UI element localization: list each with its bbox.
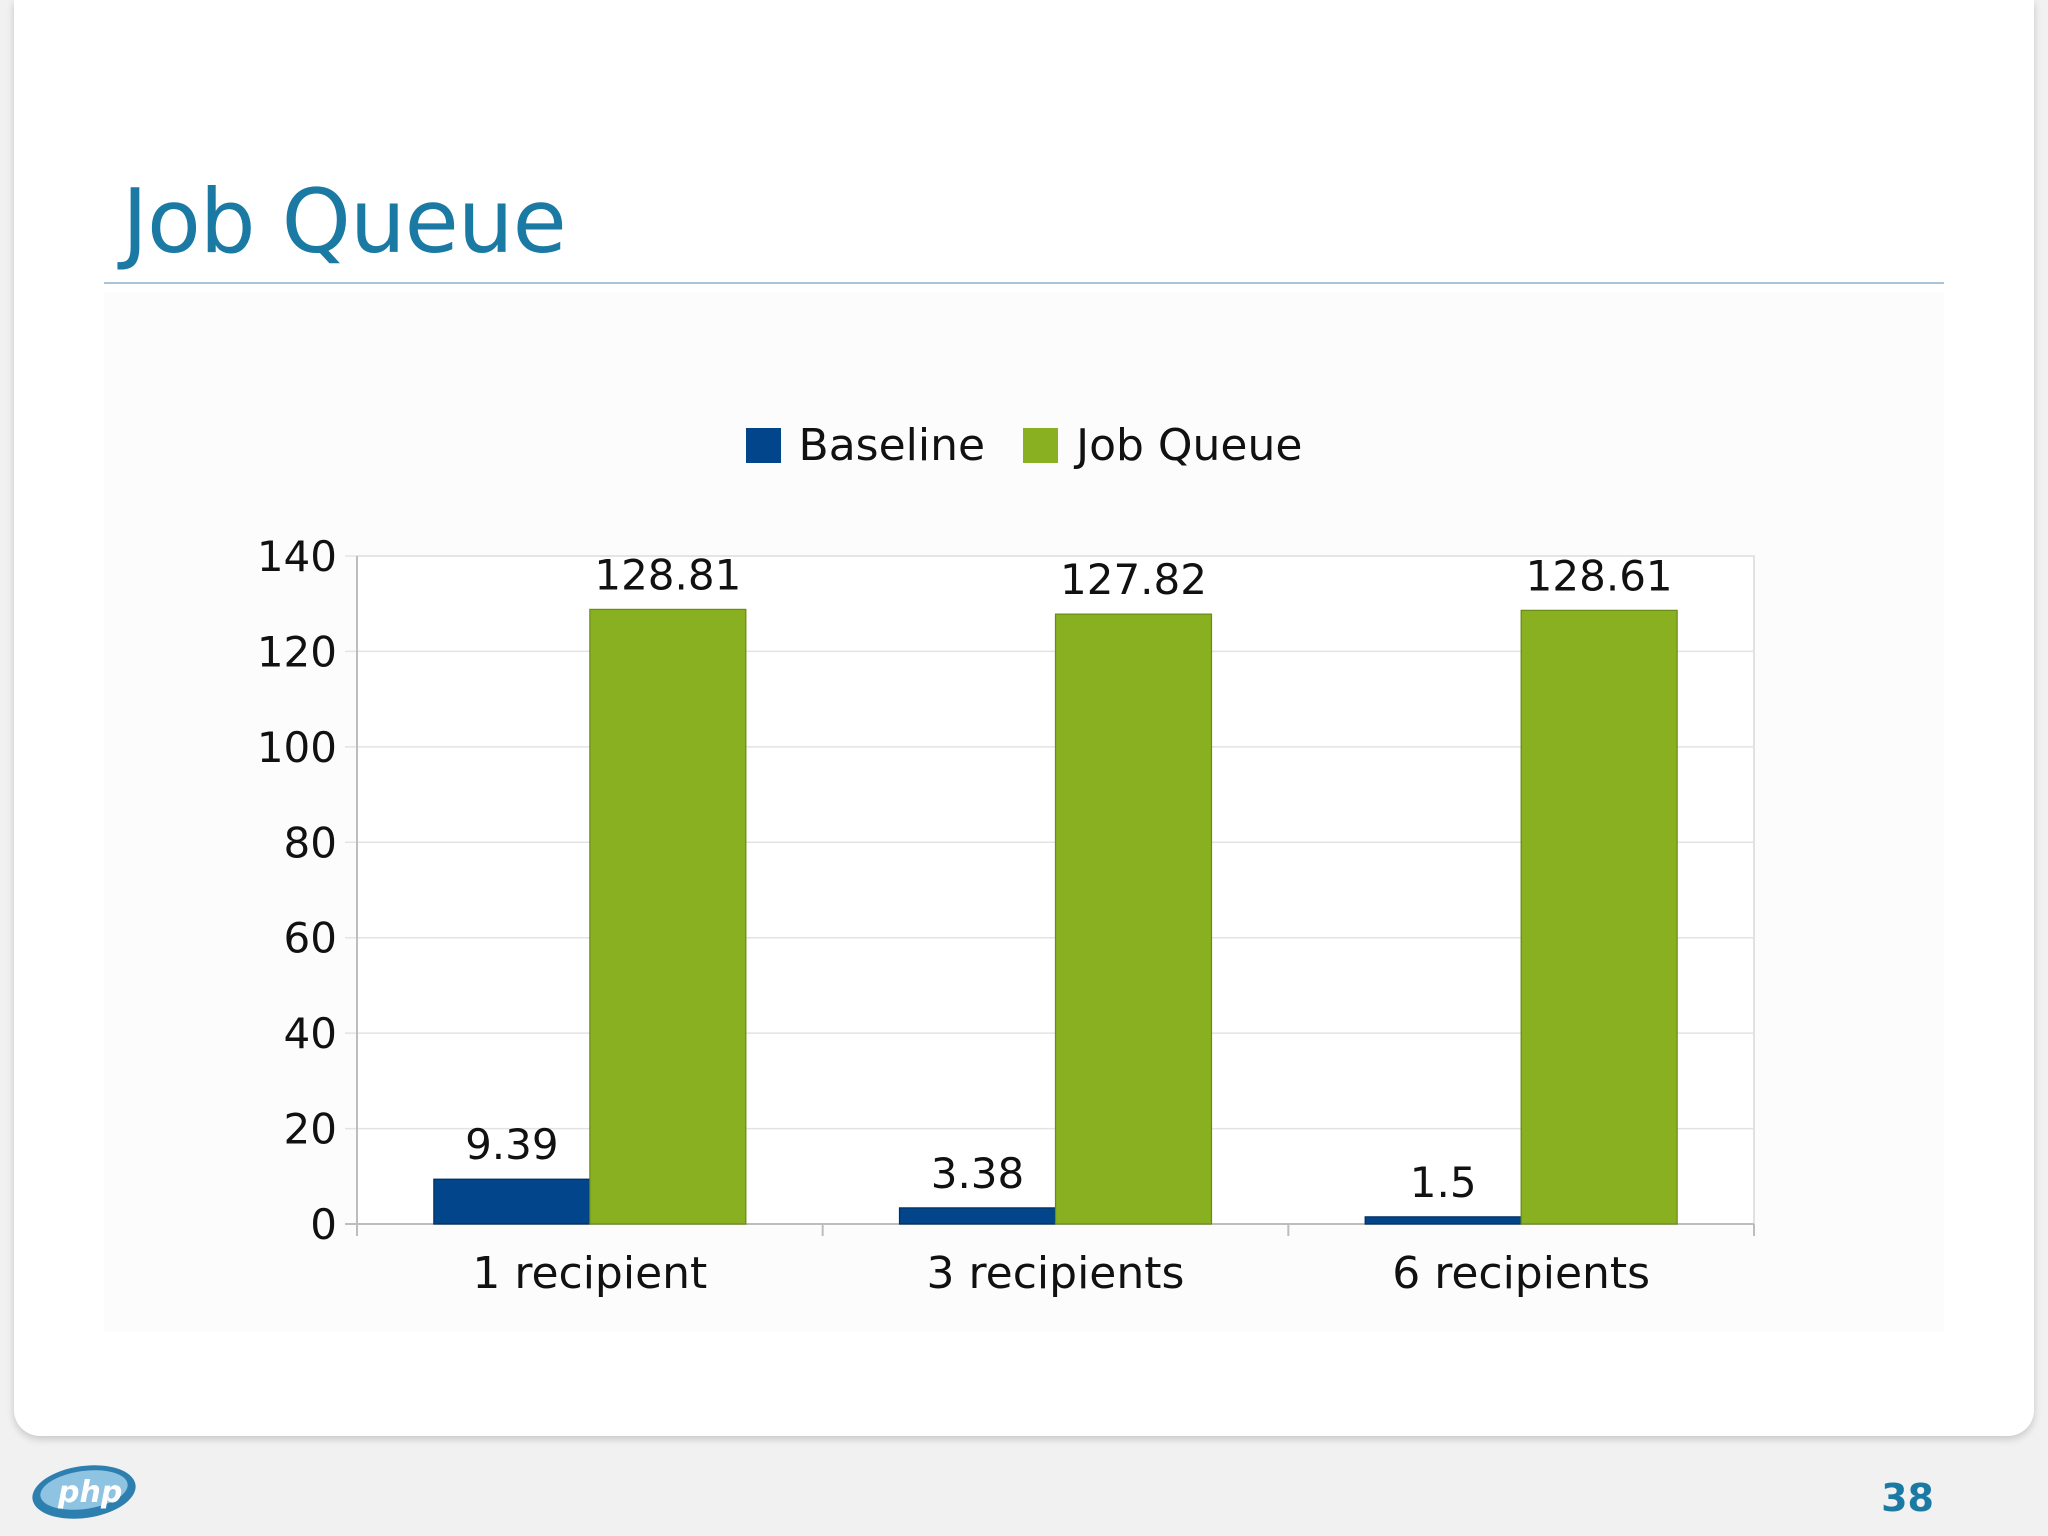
data-label-baseline: 9.39 xyxy=(465,1120,559,1169)
y-tick-label: 0 xyxy=(310,1200,337,1249)
page-number: 38 xyxy=(1881,1476,1934,1520)
legend-item-baseline: Baseline xyxy=(745,420,986,471)
legend-item-job-queue: Job Queue xyxy=(1023,420,1302,471)
y-tick-label: 80 xyxy=(284,818,337,867)
bar-job-queue xyxy=(1520,609,1678,1225)
data-label-job-queue: 127.82 xyxy=(1060,555,1207,604)
slide-title: Job Queue xyxy=(122,170,567,273)
x-category-label: 6 recipients xyxy=(1392,1248,1650,1299)
y-tick-label: 20 xyxy=(284,1105,337,1154)
y-tick-label: 40 xyxy=(284,1009,337,1058)
data-label-job-queue: 128.81 xyxy=(594,550,741,599)
legend-swatch-baseline xyxy=(745,428,781,463)
x-category-label: 3 recipients xyxy=(927,1248,1185,1299)
chart-legend: Baseline Job Queue xyxy=(0,420,2048,471)
bar-baseline xyxy=(1364,1216,1522,1225)
data-label-baseline: 1.5 xyxy=(1410,1158,1477,1207)
data-label-baseline: 3.38 xyxy=(931,1149,1025,1198)
title-divider xyxy=(104,282,1944,284)
bar-baseline xyxy=(898,1207,1057,1225)
legend-swatch-job-queue xyxy=(1023,428,1059,463)
y-tick-label: 60 xyxy=(284,914,337,963)
y-tick-label: 100 xyxy=(257,723,337,772)
bar-job-queue xyxy=(589,608,747,1225)
x-category-label: 1 recipient xyxy=(472,1248,707,1299)
bar-baseline xyxy=(433,1178,591,1225)
legend-label-baseline: Baseline xyxy=(798,420,986,471)
logo-text: php xyxy=(57,1475,122,1510)
y-tick-label: 120 xyxy=(257,627,337,676)
data-label-job-queue: 128.61 xyxy=(1526,551,1673,600)
bar-job-queue xyxy=(1054,613,1213,1225)
y-tick-label: 140 xyxy=(257,532,337,581)
legend-label-job-queue: Job Queue xyxy=(1076,420,1303,471)
zend-php-logo: php xyxy=(32,1465,136,1519)
